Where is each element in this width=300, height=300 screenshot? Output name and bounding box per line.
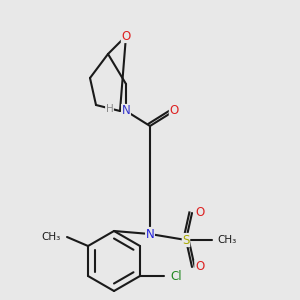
Text: O: O bbox=[169, 104, 178, 118]
Text: Cl: Cl bbox=[170, 269, 182, 283]
Text: CH₃: CH₃ bbox=[217, 235, 236, 245]
Text: CH₃: CH₃ bbox=[41, 232, 60, 242]
Text: O: O bbox=[195, 206, 204, 220]
Text: H: H bbox=[106, 104, 113, 115]
Text: S: S bbox=[182, 233, 190, 247]
Text: N: N bbox=[122, 104, 130, 118]
Text: N: N bbox=[146, 227, 154, 241]
Text: O: O bbox=[195, 260, 204, 274]
Text: O: O bbox=[122, 29, 130, 43]
